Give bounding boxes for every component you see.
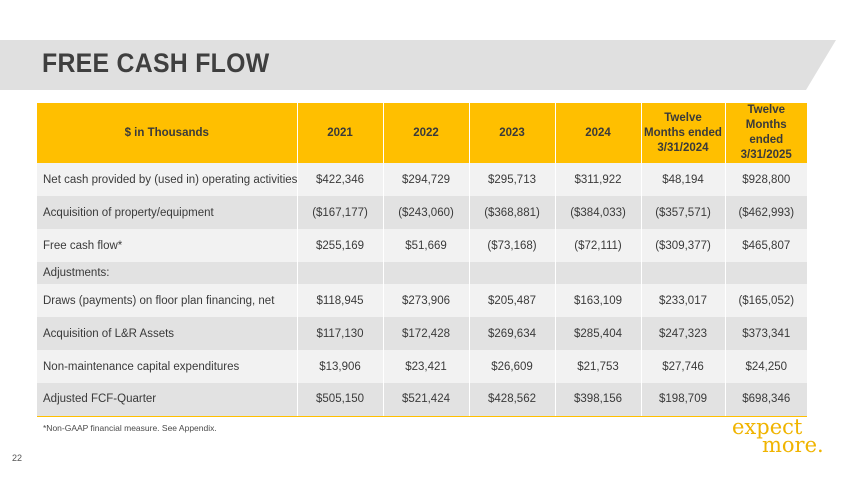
table-cell: $465,807 xyxy=(724,229,807,262)
table-cell: $295,713 xyxy=(468,163,555,196)
header-row: $ in Thousands 2021 2022 2023 2024 Twelv… xyxy=(37,103,807,163)
table-cell: $205,487 xyxy=(468,284,555,317)
table-cell: $294,729 xyxy=(382,163,469,196)
table-cell: $505,150 xyxy=(296,383,383,417)
row-label: Adjusted FCF-Quarter xyxy=(37,383,297,417)
table-row: Draws (payments) on floor plan financing… xyxy=(37,284,807,317)
table-cell: $21,753 xyxy=(554,350,641,383)
table-cell: $247,323 xyxy=(640,317,725,350)
table-cell: $27,746 xyxy=(640,350,725,383)
table-cell: $13,906 xyxy=(296,350,383,383)
table-cell: ($72,111) xyxy=(554,229,641,262)
table-cell: $311,922 xyxy=(554,163,641,196)
row-label: Acquisition of property/equipment xyxy=(37,196,297,229)
table-cell: $118,945 xyxy=(296,284,383,317)
table-cell xyxy=(554,262,641,284)
table-cell: $24,250 xyxy=(724,350,807,383)
table-cell: ($243,060) xyxy=(382,196,469,229)
table-cell: $373,341 xyxy=(724,317,807,350)
table-cell: $521,424 xyxy=(382,383,469,417)
table-cell: $285,404 xyxy=(554,317,641,350)
row-label: Draws (payments) on floor plan financing… xyxy=(37,284,297,317)
table-cell: $422,346 xyxy=(296,163,383,196)
title-banner xyxy=(0,40,836,90)
table-row: Adjusted FCF-Quarter $505,150 $521,424 $… xyxy=(37,383,807,417)
header-2023: 2023 xyxy=(468,103,555,163)
table-cell: $26,609 xyxy=(468,350,555,383)
footnote: *Non-GAAP financial measure. See Appendi… xyxy=(43,423,217,433)
table-cell: $255,169 xyxy=(296,229,383,262)
table-cell: ($73,168) xyxy=(468,229,555,262)
table-cell: $273,906 xyxy=(382,284,469,317)
header-units: $ in Thousands xyxy=(37,103,297,163)
table-row: Non-maintenance capital expenditures $13… xyxy=(37,350,807,383)
table-cell: $398,156 xyxy=(554,383,641,417)
table-cell: ($357,571) xyxy=(640,196,725,229)
table-cell: $428,562 xyxy=(468,383,555,417)
table-cell xyxy=(640,262,725,284)
expect-more-logo: expect more. xyxy=(732,415,824,457)
table-row: Free cash flow* $255,169 $51,669 ($73,16… xyxy=(37,229,807,262)
table-cell: $172,428 xyxy=(382,317,469,350)
row-label: Free cash flow* xyxy=(37,229,297,262)
table-cell: ($384,033) xyxy=(554,196,641,229)
table-cell: $233,017 xyxy=(640,284,725,317)
header-ttm-2025: Twelve Months ended 3/31/2025 xyxy=(724,103,807,163)
logo-line-2: more. xyxy=(762,433,824,457)
free-cash-flow-table: $ in Thousands 2021 2022 2023 2024 Twelv… xyxy=(37,103,807,417)
table-cell: ($165,052) xyxy=(724,284,807,317)
table-cell: $269,634 xyxy=(468,317,555,350)
header-2022: 2022 xyxy=(382,103,469,163)
table-cell: $698,346 xyxy=(724,383,807,417)
page-title: FREE CASH FLOW xyxy=(42,48,270,78)
table-cell xyxy=(724,262,807,284)
table-cell xyxy=(468,262,555,284)
table-cell: $48,194 xyxy=(640,163,725,196)
row-label: Non-maintenance capital expenditures xyxy=(37,350,297,383)
table-cell xyxy=(296,262,383,284)
page-number: 22 xyxy=(12,453,23,463)
table-cell: $23,421 xyxy=(382,350,469,383)
table-cell: $117,130 xyxy=(296,317,383,350)
row-label: Net cash provided by (used in) operating… xyxy=(37,163,297,196)
table-cell: $928,800 xyxy=(724,163,807,196)
banner-shape xyxy=(0,40,836,90)
logo-line-1: expect xyxy=(732,415,803,439)
table-row: Net cash provided by (used in) operating… xyxy=(37,163,807,196)
table-cell xyxy=(382,262,469,284)
table-cell: $198,709 xyxy=(640,383,725,417)
row-label: Acquisition of L&R Assets xyxy=(37,317,297,350)
table-row: Adjustments: xyxy=(37,262,807,284)
table-row: Acquisition of property/equipment ($167,… xyxy=(37,196,807,229)
table-cell: ($309,377) xyxy=(640,229,725,262)
table-cell: ($368,881) xyxy=(468,196,555,229)
row-label: Adjustments: xyxy=(37,262,297,284)
table-cell: $51,669 xyxy=(382,229,469,262)
table-cell: ($167,177) xyxy=(296,196,383,229)
header-ttm-2024: Twelve Months ended 3/31/2024 xyxy=(640,103,725,163)
table-cell: $163,109 xyxy=(554,284,641,317)
header-2024: 2024 xyxy=(554,103,641,163)
table-row: Acquisition of L&R Assets $117,130 $172,… xyxy=(37,317,807,350)
header-2021: 2021 xyxy=(296,103,383,163)
table-cell: ($462,993) xyxy=(724,196,807,229)
